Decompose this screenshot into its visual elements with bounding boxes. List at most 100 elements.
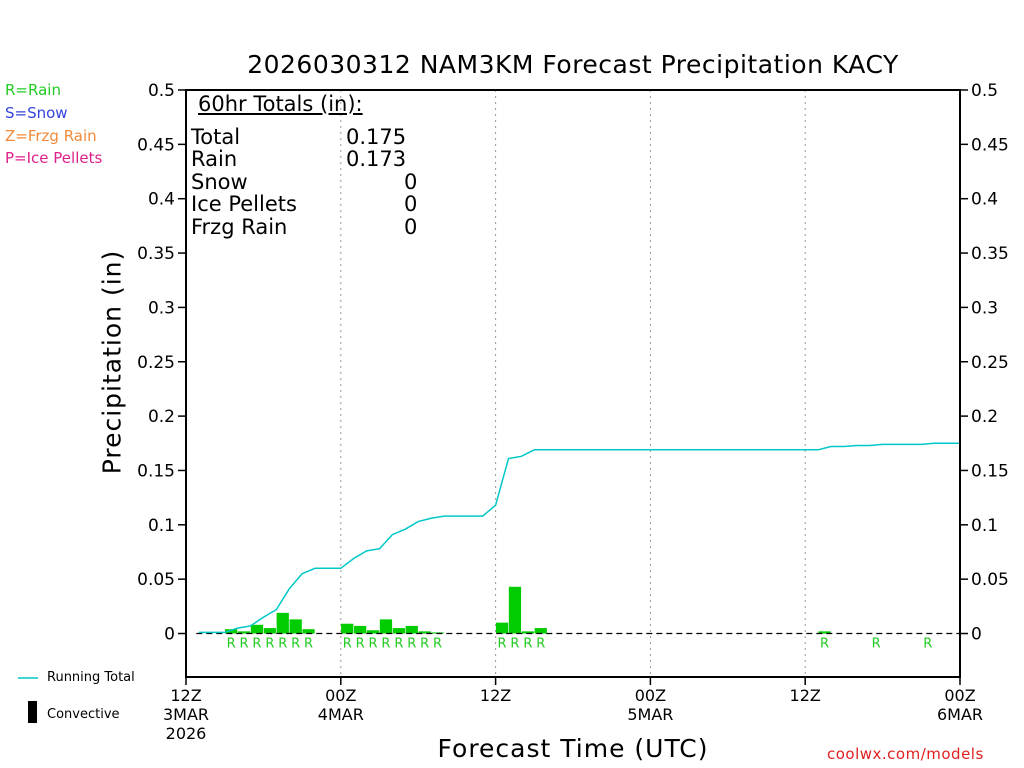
precip-type-marker: R: [394, 637, 403, 652]
totals-row-ice-pellets: Ice Pellets: [191, 192, 297, 216]
precip-type-marker: R: [252, 637, 261, 652]
precip-type-marker: R: [923, 637, 932, 652]
y-tick-label: 0.5: [971, 81, 998, 101]
precip-bar: [508, 586, 522, 634]
totals-value-ice-pellets: 0: [404, 192, 418, 216]
y-tick-label: 0.4: [971, 190, 998, 210]
grid-lines: [340, 90, 806, 677]
y-tick-label: 0.1: [148, 516, 175, 536]
hourly-precip-bars: [225, 586, 831, 634]
totals-row-total: Total: [191, 126, 240, 148]
precip-type-marker: R: [407, 637, 416, 652]
totals-value-rain: 0.173: [346, 147, 407, 171]
precip-type-marker: R: [369, 637, 378, 652]
y-tick-label: 0.35: [971, 244, 1009, 264]
precip-type-marker: R: [265, 637, 274, 652]
precip-bar: [521, 631, 534, 634]
precip-type-marker: R: [820, 637, 829, 652]
precip-bar: [354, 625, 367, 634]
y-tick-label: 0.15: [137, 461, 175, 481]
convective-legend-swatch: [28, 701, 37, 723]
precip-bar: [418, 631, 431, 634]
precip-bar: [225, 629, 238, 634]
precip-bar: [366, 630, 380, 634]
totals-label: Total: [191, 125, 241, 149]
convective-legend-label: Convective: [47, 707, 120, 722]
x-tick-label: 00Z: [325, 686, 356, 705]
precip-bar: [495, 622, 509, 634]
y-tick-label: 0.1: [971, 516, 998, 536]
running-total-line: [198, 442, 960, 634]
precip-bar: [392, 628, 405, 634]
totals-row-snow: Snow: [191, 170, 248, 194]
precip-bar: [818, 631, 831, 634]
legend-snow: S=Snow: [5, 104, 68, 122]
legend-ice-pellets: P=Ice Pellets: [5, 149, 103, 167]
x-tick-label: 12Z: [170, 686, 201, 705]
totals-value-freezing-rain: 0: [404, 215, 418, 239]
x-tick-label: 12Z: [790, 686, 821, 705]
precip-bar: [379, 619, 393, 634]
y-tick-label: 0.45: [137, 135, 175, 155]
running-total-legend-swatch: [18, 677, 38, 679]
precip-type-marker: R: [433, 637, 442, 652]
y-tick-label: 0.25: [971, 353, 1009, 373]
precip-bar: [263, 628, 276, 634]
y-tick-label: 0.5: [148, 81, 175, 101]
precip-type-marker: R: [343, 637, 352, 652]
totals-row-rain: Rain: [191, 147, 238, 171]
precip-type-marker: R: [523, 637, 532, 652]
totals-heading: 60hr Totals (in):: [198, 93, 363, 115]
y-tick-label: 0: [971, 625, 982, 645]
precip-bar: [250, 624, 264, 634]
precip-type-marker: R: [291, 637, 300, 652]
x-tick-label: 2026: [166, 724, 207, 743]
totals-value-snow: 0: [404, 170, 418, 194]
precip-type-marker: R: [227, 637, 236, 652]
totals-heading-text: 60hr Totals (in):: [198, 92, 363, 116]
precip-type-marker: R: [304, 637, 313, 652]
precip-bar: [289, 619, 302, 634]
running-total-legend-label: Running Total: [47, 670, 135, 685]
y-tick-label: 0.45: [971, 135, 1009, 155]
totals-row-freezing-rain: Frzg Rain: [191, 215, 288, 239]
precip-type-marker: R: [278, 637, 287, 652]
y-tick-label: 0.3: [971, 298, 998, 318]
y-tick-label: 0.25: [137, 353, 175, 373]
y-tick-label: 0.4: [148, 190, 175, 210]
precip-bar: [302, 629, 315, 634]
y-tick-label: 0.05: [137, 570, 175, 590]
x-tick-label: 00Z: [944, 686, 975, 705]
plot-frame: [185, 89, 961, 678]
precip-bar: [405, 625, 418, 634]
legend-freezing-rain: Z=Frzg Rain: [5, 127, 97, 145]
totals-value-total: 0.175: [346, 125, 407, 149]
precip-bar: [276, 612, 289, 634]
y-tick-label: 0.3: [148, 298, 175, 318]
precip-bar: [341, 623, 354, 634]
y-tick-label: 0.15: [971, 461, 1009, 481]
precip-bar: [237, 631, 251, 634]
source-credit: coolwx.com/models: [827, 745, 984, 763]
y-tick-label: 0: [164, 625, 175, 645]
x-tick-label: 3MAR: [163, 705, 209, 724]
x-tick-label: 00Z: [635, 686, 666, 705]
y-tick-label: 0.2: [148, 407, 175, 427]
chart-title: 2026030312 NAM3KM Forecast Precipitation…: [247, 50, 899, 79]
precip-type-marker: R: [498, 637, 507, 652]
y-tick-label: 0.35: [137, 244, 175, 264]
precip-type-marker: R: [420, 637, 429, 652]
y-tick-label: 0.2: [971, 407, 998, 427]
precip-type-marker: R: [240, 637, 249, 652]
x-axis-label: Forecast Time (UTC): [437, 734, 709, 763]
x-tick-label: 12Z: [480, 686, 511, 705]
precip-type-marker: R: [356, 637, 365, 652]
y-axis-ticks: 0.5 0.5 0.45 0.45 0.4 0.4 0.35 0.35 0.3 0.3 0.25 0.…: [137, 81, 1009, 645]
precip-type-marker: R: [536, 637, 545, 652]
y-tick-label: 0.05: [971, 570, 1009, 590]
precip-type-marker: R: [872, 637, 881, 652]
x-tick-label: 4MAR: [318, 705, 364, 724]
